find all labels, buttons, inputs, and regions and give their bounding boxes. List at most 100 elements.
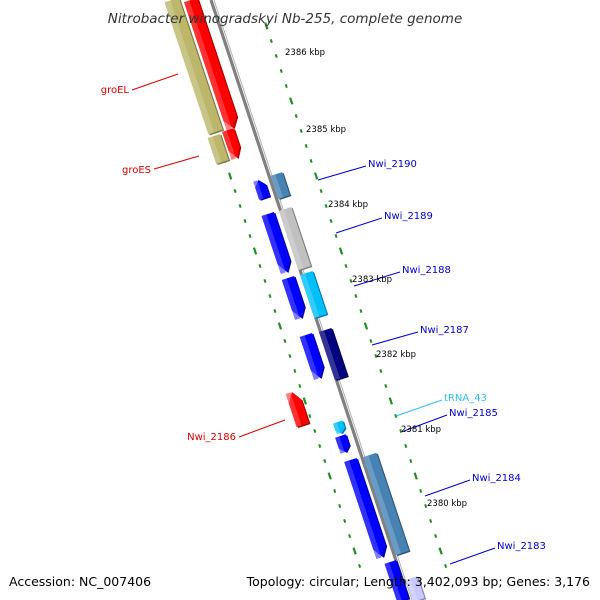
gene-groES-khaki-highlight <box>207 136 222 165</box>
left-tick <box>258 264 262 268</box>
left-tick <box>348 534 352 538</box>
gene-Nwi_2187-blue-highlight <box>299 335 319 381</box>
gene-label-Nwi_2184[interactable]: Nwi_2184 <box>472 473 521 484</box>
leader-Nwi_2183 <box>449 547 496 565</box>
tick-track-right <box>264 22 448 568</box>
right-tick <box>319 189 323 193</box>
kbp-label-2383: 2383 kbp <box>352 275 392 285</box>
right-tick <box>284 84 288 88</box>
gene-groEL-khaki-highlight <box>164 0 215 135</box>
right-tick <box>354 294 358 298</box>
gene-label-Nwi_2183[interactable]: Nwi_2183 <box>497 541 546 552</box>
left-tick <box>327 472 332 480</box>
gene-Nwi_2184-blue-highlight <box>344 460 382 560</box>
gene-label-Nwi_2188[interactable]: Nwi_2188 <box>402 265 451 276</box>
right-tick <box>299 129 303 133</box>
gene-label-Nwi_2185[interactable]: Nwi_2185 <box>449 408 498 419</box>
gene-Nwi_2189-silver-highlight <box>278 209 304 271</box>
right-tick <box>329 219 333 223</box>
right-tick <box>274 54 278 58</box>
left-tick <box>338 504 342 508</box>
left-tick <box>288 354 292 358</box>
left-tick <box>308 414 312 418</box>
features-group <box>164 0 427 600</box>
left-tick <box>293 369 297 373</box>
left-tick <box>273 309 277 313</box>
gene-label-groEL[interactable]: groEL <box>101 85 130 96</box>
right-tick <box>384 384 388 388</box>
left-tick <box>233 189 237 193</box>
kbp-label-2384: 2384 kbp <box>328 200 368 210</box>
left-tick <box>238 204 242 208</box>
left-tick <box>302 397 307 405</box>
left-tick <box>318 444 322 448</box>
gene-Nwi_2186-red-highlight <box>285 392 302 428</box>
right-tick <box>338 247 344 255</box>
leader-Nwi_2189 <box>335 217 383 234</box>
gene-tRNA_43-highlight <box>333 422 341 435</box>
right-tick <box>349 279 353 283</box>
gene-Nwi_2190-steel-highlight <box>270 174 283 199</box>
left-tick <box>248 234 252 238</box>
gene-label-Nwi_2186[interactable]: Nwi_2186 <box>187 432 236 443</box>
kbp-label-2382: 2382 kbp <box>376 350 416 360</box>
right-tick <box>429 519 433 523</box>
leader-groEL <box>131 73 179 91</box>
map-title: Nitrobacter winogradskyi Nb-255, complet… <box>108 11 463 27</box>
gene-Nwi_2190-blue-highlight <box>253 180 264 200</box>
gene-Nwi_2185-blue-highlight <box>335 436 345 454</box>
kbp-label-2386: 2386 kbp <box>285 48 325 58</box>
right-tick <box>388 397 393 405</box>
right-tick <box>419 489 423 493</box>
right-tick <box>309 159 313 163</box>
right-tick <box>409 459 413 463</box>
left-tick <box>343 519 347 523</box>
right-tick <box>394 414 398 418</box>
right-tick <box>374 354 378 358</box>
label-lines-group <box>131 73 496 565</box>
left-tick <box>227 172 233 180</box>
right-tick <box>313 172 319 180</box>
gene-Nwi_2184-steel-highlight <box>363 455 401 556</box>
kbp-label-2385: 2385 kbp <box>306 125 346 135</box>
leader-Nwi_2184 <box>424 479 471 497</box>
gene-label-tRNA_43[interactable]: tRNA_43 <box>444 393 487 404</box>
left-tick <box>358 564 362 568</box>
gene-Nwi_2189-blue-highlight <box>261 214 286 275</box>
gene-Nwi_2188-sky-highlight <box>300 273 320 319</box>
right-tick <box>334 234 338 238</box>
gene-label-Nwi_2189[interactable]: Nwi_2189 <box>384 211 433 222</box>
right-tick <box>379 369 383 373</box>
right-tick <box>369 339 373 343</box>
gene-Nwi_2188-blue-highlight <box>281 278 301 321</box>
right-tick <box>264 22 269 30</box>
left-tick <box>268 294 272 298</box>
topology-text: Topology: circular; Length: 3,402,093 bp… <box>246 574 590 589</box>
right-tick <box>359 309 363 313</box>
accession-text: Accession: NC_007406 <box>9 574 151 589</box>
right-tick <box>294 114 298 118</box>
gene-label-groES[interactable]: groES <box>122 165 151 176</box>
gene-groEL-red-highlight <box>184 0 232 131</box>
leader-Nwi_2188 <box>353 271 401 287</box>
left-tick <box>277 322 283 330</box>
left-tick <box>323 459 327 463</box>
leader-Nwi_2187 <box>371 331 419 346</box>
right-tick <box>404 444 408 448</box>
gene-Nwi_2183-lavender-highlight <box>405 578 418 600</box>
gene-groES-red-highlight <box>222 130 237 160</box>
right-tick <box>279 69 283 73</box>
right-tick <box>344 264 348 268</box>
right-tick <box>399 429 403 433</box>
gene-label-Nwi_2190[interactable]: Nwi_2190 <box>368 159 417 170</box>
left-tick <box>333 489 337 493</box>
right-tick <box>424 504 428 508</box>
left-tick <box>298 384 302 388</box>
leader-Nwi_2190 <box>317 165 367 181</box>
gene-Nwi_2183-blue-highlight <box>384 562 402 600</box>
right-tick <box>269 39 273 43</box>
gene-label-Nwi_2187[interactable]: Nwi_2187 <box>420 325 469 336</box>
left-tick <box>252 247 258 255</box>
kbp-label-2380: 2380 kbp <box>427 499 467 509</box>
